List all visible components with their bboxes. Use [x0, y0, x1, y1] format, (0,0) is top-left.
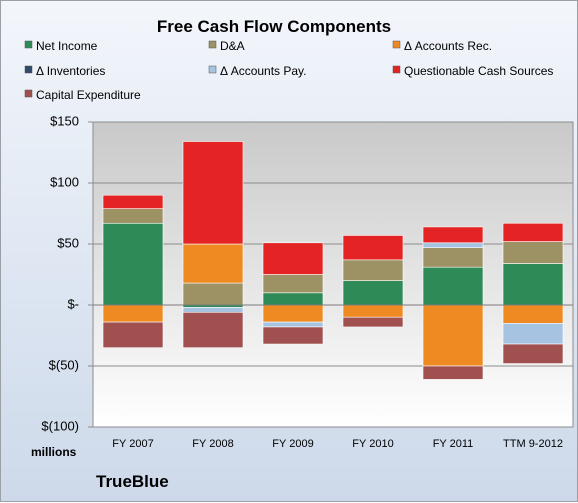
legend-swatch: [208, 40, 217, 49]
bar-accounts-rec-fy-2008: [182, 243, 244, 284]
bar-net-income-fy-2009: [262, 292, 324, 306]
legend-swatch: [24, 40, 33, 49]
legend-swatch: [392, 65, 401, 74]
legend-item-inventories: Δ Inventories: [24, 64, 105, 78]
x-tick-label: FY 2008: [192, 438, 233, 450]
bar-accounts-pay-fy-2011: [422, 242, 484, 248]
chart-title: Free Cash Flow Components: [157, 17, 391, 36]
bar-questionable-cash-sources-fy-2010: [342, 235, 404, 261]
y-tick-label: $50: [57, 235, 79, 250]
bar-capital-expenditure-fy-2008: [182, 312, 244, 349]
bar-net-income-fy-2007: [102, 222, 164, 306]
x-tick-label: FY 2009: [272, 438, 313, 450]
bars: [93, 141, 573, 380]
bar-stack-fy-2010: [342, 235, 404, 328]
company-label: TrueBlue: [96, 472, 169, 491]
legend-item-accounts-pay: Δ Accounts Pay.: [208, 64, 307, 78]
y-axis-ticks: $150 $100 $50 $- $(50) $(100): [41, 113, 93, 433]
bar-questionable-cash-sources-ttm-9-2012: [502, 222, 564, 242]
legend-item-d-a: D&A: [208, 39, 245, 53]
x-tick-label: FY 2011: [433, 438, 474, 450]
x-axis-ticks: FY 2007 FY 2008 FY 2009 FY 2010 FY 2011 TTM 9…: [112, 438, 563, 450]
y-tick-label: $(50): [49, 357, 79, 372]
bar-questionable-cash-sources-fy-2011: [422, 226, 484, 244]
bar-accounts-pay-ttm-9-2012: [502, 322, 564, 345]
legend-item-capital-expenditure: Capital Expenditure: [24, 88, 141, 102]
bar-d-a-fy-2008: [182, 282, 244, 306]
legend-label: Questionable Cash Sources: [404, 64, 553, 78]
y-tick-label: $100: [50, 174, 79, 189]
bar-d-a-fy-2011: [422, 247, 484, 268]
bar-accounts-rec-fy-2009: [262, 304, 324, 323]
bar-stack-fy-2007: [102, 194, 164, 348]
bar-d-a-ttm-9-2012: [502, 241, 564, 264]
legend-label: Capital Expenditure: [36, 88, 141, 102]
legend-label: Δ Inventories: [36, 64, 105, 78]
bar-questionable-cash-sources-fy-2007: [102, 194, 164, 209]
y-tick-label: $-: [67, 296, 79, 311]
unit-label: millions: [31, 445, 77, 459]
bar-accounts-rec-fy-2007: [102, 304, 164, 323]
bar-d-a-fy-2010: [342, 259, 404, 281]
legend-swatch: [24, 65, 33, 74]
legend-item-net-income: Net Income: [24, 39, 98, 53]
legend-item-accounts-rec: Δ Accounts Rec.: [392, 39, 492, 53]
bar-accounts-pay-fy-2008: [182, 307, 244, 313]
y-tick-label: $(100): [41, 418, 79, 433]
legend-swatch: [24, 89, 33, 98]
bar-d-a-fy-2009: [262, 274, 324, 294]
bar-accounts-pay-fy-2009: [262, 321, 324, 328]
bar-questionable-cash-sources-fy-2009: [262, 242, 324, 275]
bar-net-income-ttm-9-2012: [502, 263, 564, 306]
bar-accounts-rec-ttm-9-2012: [502, 304, 564, 324]
bar-capital-expenditure-fy-2007: [102, 321, 164, 348]
bar-capital-expenditure-fy-2010: [342, 316, 404, 328]
bar-capital-expenditure-fy-2011: [422, 365, 484, 380]
legend: Net Income D&A Δ Accounts Rec. Δ Inventorie…: [24, 39, 553, 102]
legend-swatch: [392, 40, 401, 49]
legend-swatch: [208, 65, 217, 74]
bar-net-income-fy-2011: [422, 266, 484, 306]
bar-d-a-fy-2007: [102, 208, 164, 224]
bar-stack-fy-2009: [262, 242, 324, 345]
bar-stack-fy-2011: [422, 226, 484, 380]
legend-label: D&A: [220, 39, 245, 53]
bar-stack-fy-2008: [182, 141, 244, 349]
bar-questionable-cash-sources-fy-2008: [182, 141, 244, 245]
legend-item-questionable-cash-sources: Questionable Cash Sources: [392, 64, 553, 78]
bar-accounts-rec-fy-2010: [342, 304, 404, 318]
x-tick-label: FY 2010: [352, 438, 393, 450]
x-tick-label: FY 2007: [112, 438, 153, 450]
bar-capital-expenditure-ttm-9-2012: [502, 343, 564, 364]
legend-label: Δ Accounts Rec.: [404, 39, 492, 53]
legend-label: Net Income: [36, 39, 98, 53]
bar-stack-ttm-9-2012: [502, 222, 564, 364]
legend-label: Δ Accounts Pay.: [220, 64, 307, 78]
bar-accounts-rec-fy-2011: [422, 304, 484, 367]
y-tick-label: $150: [50, 113, 79, 128]
plot-area: [92, 121, 574, 428]
bar-net-income-fy-2010: [342, 280, 404, 306]
bar-capital-expenditure-fy-2009: [262, 326, 324, 345]
x-tick-label: TTM 9-2012: [503, 438, 563, 450]
